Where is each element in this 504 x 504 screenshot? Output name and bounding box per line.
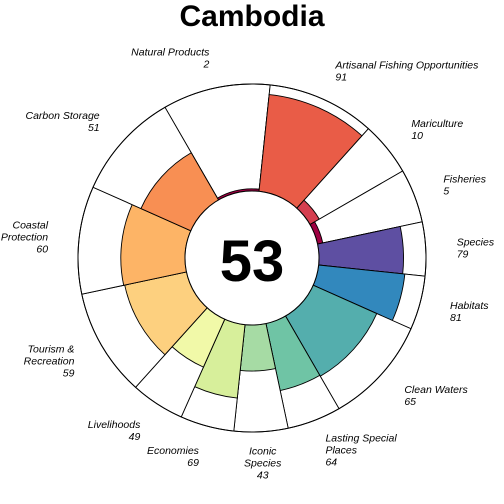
name-mariculture: Mariculture [411,118,463,130]
name-fisheries: Fisheries [443,174,486,186]
value-carbon-storage: 51 [88,122,100,134]
name-carbon-storage: Carbon Storage [26,110,100,122]
name-iconic-species: Species [244,458,282,470]
name-coastal-protection: Coastal [13,220,49,232]
outer-ring [77,83,427,433]
value-iconic-species: 43 [257,470,269,482]
name-species: Species [457,236,495,248]
value-livelihoods: 49 [129,431,141,443]
name-tourism-and-recreation: Tourism & [28,344,75,356]
name-iconic-species: Iconic [249,446,277,458]
name-natural-products: Natural Products [131,46,210,58]
name-economies: Economies [147,445,200,457]
value-habitats: 81 [450,312,462,324]
inner-circle [184,190,320,326]
label-artisanal-fishing-opportunities: Artisanal Fishing Opportunities 91 [334,60,479,84]
petals-group [77,83,427,433]
value-clean-waters: 65 [404,396,416,408]
chart-title: Cambodia [179,0,324,33]
value-lasting-special-places: 64 [325,456,337,468]
name-livelihoods: Livelihoods [88,419,141,431]
name-lasting-special-places: Lasting Special [325,432,397,444]
label-livelihoods: Livelihoods 49 [88,419,141,443]
label-habitats: Habitats 81 [450,300,489,324]
label-fisheries: Fisheries 5 [443,174,486,198]
label-clean-waters: Clean Waters 65 [404,384,468,408]
name-lasting-special-places: Places [325,444,357,456]
name-artisanal-fishing-opportunities: Artisanal Fishing Opportunities [334,60,479,72]
label-iconic-species: Iconic Species 43 [244,446,282,482]
label-species: Species 79 [457,236,495,260]
name-tourism-and-recreation: Recreation [24,356,75,368]
value-fisheries: 5 [443,186,449,198]
value-economies: 69 [187,457,199,469]
value-tourism-and-recreation: 59 [63,368,75,380]
petal-labels-group: Natural Products 2 Artisanal Fishing Oppor… [1,46,495,481]
value-species: 79 [457,248,469,260]
label-economies: Economies 69 [147,445,200,469]
name-clean-waters: Clean Waters [404,384,468,396]
name-coastal-protection: Protection [1,232,48,244]
label-tourism-and-recreation: Tourism & Recreation 59 [24,344,75,380]
label-carbon-storage: Carbon Storage 51 [26,110,100,134]
label-coastal-protection: Coastal Protection 60 [1,220,49,256]
label-mariculture: Mariculture 10 [411,118,463,142]
name-habitats: Habitats [450,300,489,312]
value-artisanal-fishing-opportunities: 91 [335,72,347,84]
label-natural-products: Natural Products 2 [131,46,210,70]
overall-score: 53 [220,229,285,294]
label-lasting-special-places: Lasting Special Places 64 [325,432,397,468]
value-mariculture: 10 [411,130,423,142]
value-natural-products: 2 [203,58,210,70]
value-coastal-protection: 60 [36,244,48,256]
